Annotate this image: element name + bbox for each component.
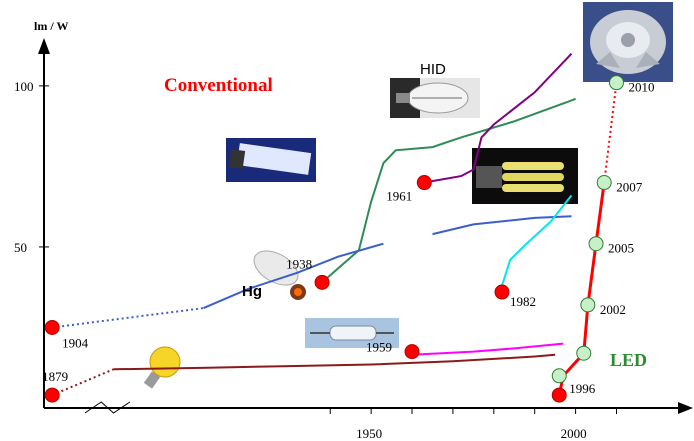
cfl-photo [472,148,578,204]
led-module-photo [583,2,673,82]
point-markers: 1879 1904 1938 1959 1961 1982 1996 2002 2005 2007… [42,75,654,403]
series-line-halogen [411,342,564,356]
y-axis-label: lm / W [34,19,68,33]
halogen-capsule-photo [305,318,399,348]
event-year-label: 1982 [510,294,536,309]
lamp-pictures [143,2,673,389]
event-marker [494,284,510,300]
x-tick-label: 1950 [356,426,382,441]
x-axis-arrow [678,402,693,414]
led-marker [580,297,596,313]
event-year-label: 1961 [386,189,412,204]
event-marker [416,175,432,191]
dotted-link [51,368,114,397]
led-year-label: 2010 [628,80,654,95]
event-marker [44,387,60,403]
axes: 50 100 1950 2000 [14,38,693,441]
event-marker [44,319,60,335]
hg-label: Hg [242,283,262,300]
led-year-label: 2007 [616,180,643,195]
dotted-link [52,307,204,329]
dotted-link [603,82,618,183]
fluorescent-tube-photo [226,138,316,182]
led-marker [608,75,624,91]
conventional-label: Conventional [164,75,273,96]
event-year-label: 1879 [42,369,68,384]
event-year-label: 1996 [569,381,596,396]
y-axis-arrow [38,38,50,54]
series-line-mercury_2 [432,215,572,236]
led-marker [576,345,592,361]
series-line-mercury [203,242,384,310]
hid-lamp-photo [390,78,480,118]
led-marker [588,236,604,252]
chart-text: lm / W Conventional LED HID Hg [34,19,647,370]
event-marker [551,387,567,403]
x-tick-label: 2000 [561,426,587,441]
led-label: LED [610,350,647,370]
series-line-fluorescent [321,97,576,284]
event-year-label: 1959 [366,340,392,355]
series-line-cfl [501,194,573,286]
y-tick-label: 50 [14,240,27,255]
event-marker [404,344,420,360]
event-year-label: 1904 [62,335,89,350]
series-line-led [557,182,606,396]
series-line-hid [424,53,573,184]
event-marker [314,274,330,290]
led-year-label: 2005 [608,241,634,256]
led-marker [551,368,567,384]
led-year-label: 2002 [600,302,626,317]
series-line-incandescent [113,353,556,371]
y-tick-label: 100 [14,79,34,94]
axis-break-mark [84,401,131,414]
hid-label: HID [420,61,446,78]
led-marker [596,175,612,191]
event-year-label: 1938 [286,256,312,271]
